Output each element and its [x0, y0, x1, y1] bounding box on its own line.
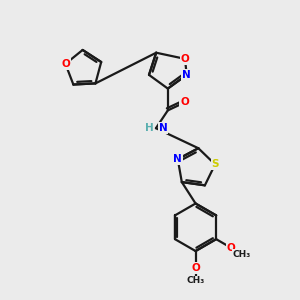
Text: CH₃: CH₃	[233, 250, 251, 259]
Text: N: N	[173, 154, 182, 164]
Text: N: N	[182, 70, 191, 80]
Text: N: N	[158, 123, 167, 133]
Text: O: O	[61, 59, 70, 69]
Text: O: O	[181, 54, 189, 64]
Text: H: H	[145, 123, 153, 133]
Text: S: S	[211, 159, 219, 170]
Text: O: O	[180, 98, 189, 107]
Text: O: O	[226, 243, 235, 253]
Text: CH₃: CH₃	[186, 276, 205, 285]
Text: O: O	[191, 263, 200, 273]
